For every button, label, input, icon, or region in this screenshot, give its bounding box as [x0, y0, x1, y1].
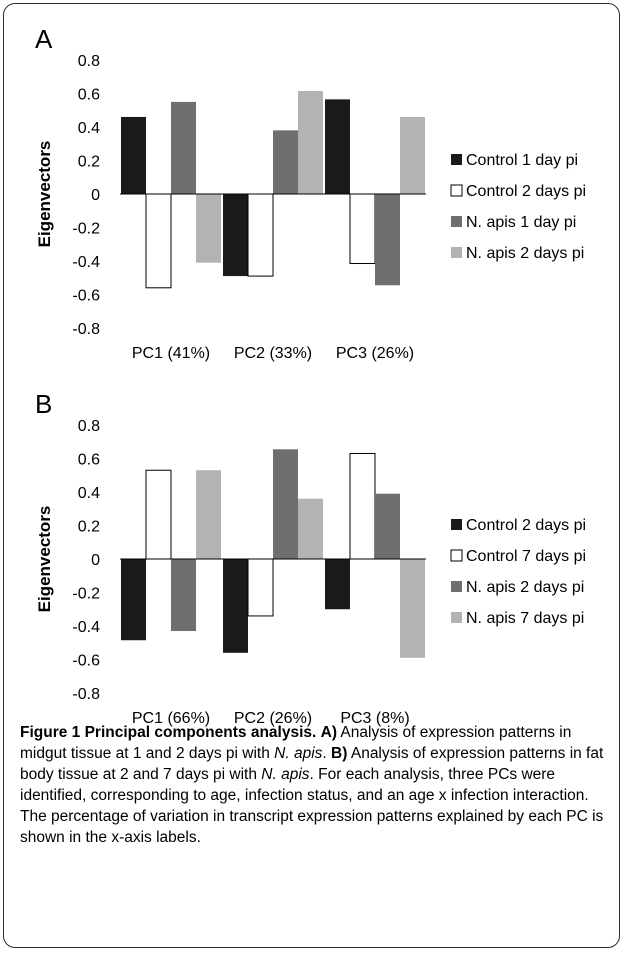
bar [247, 558, 274, 617]
legend-swatch [450, 549, 463, 562]
y-tick-label: -0.8 [72, 686, 100, 703]
y-tick-label: -0.2 [72, 586, 100, 603]
caption-a-label: A) [320, 724, 337, 741]
legend-label: Control 2 days pi [466, 183, 586, 200]
bar [273, 449, 298, 559]
x-category-label: PC2 (26%) [234, 710, 312, 727]
y-tick-label: 0.6 [78, 87, 100, 104]
panel-label-b: B [35, 389, 52, 419]
legend-label: N. apis 7 days pi [466, 610, 584, 627]
x-category-label: PC1 (66%) [132, 710, 210, 727]
bar [349, 452, 376, 560]
y-tick-label: -0.8 [72, 321, 100, 338]
x-category-label: PC3 (26%) [336, 345, 414, 362]
y-tick-label: 0.4 [78, 120, 100, 137]
y-axis-title: Eigenvectors [35, 506, 54, 613]
bar [145, 469, 172, 560]
caption-b-species: N. apis [261, 766, 310, 783]
bar [298, 498, 323, 559]
bar [247, 193, 274, 277]
bar [121, 559, 146, 641]
figure-caption: Figure 1 Principal components analysis. … [20, 722, 605, 848]
legend-label: Control 1 day pi [466, 152, 578, 169]
x-category-label: PC2 (33%) [234, 345, 312, 362]
y-tick-label: 0.2 [78, 154, 100, 171]
bar [325, 559, 350, 610]
bar [375, 194, 400, 286]
chart-panel-b: B 0.8 0.6 0.4 0.2 0 -0.2 -0.4 -0.6 -0.8 Eigenvecto… [0, 375, 625, 727]
caption-a-text: Analysis of expression patterns in midgu… [20, 724, 572, 762]
caption-a-species: N. apis [274, 745, 323, 762]
bar [223, 559, 248, 653]
panel-label-a: A [35, 24, 53, 54]
bar [298, 90, 323, 194]
y-tick-label: -0.6 [72, 653, 100, 670]
y-tick-label: 0.8 [78, 53, 100, 70]
bar [375, 493, 400, 559]
legend-label: N. apis 1 day pi [466, 214, 576, 231]
legend-swatch [451, 581, 462, 592]
bar [196, 470, 221, 559]
legend-swatch [450, 184, 463, 197]
bar [400, 116, 425, 194]
bar [273, 130, 298, 194]
legend-swatch [451, 154, 462, 165]
bar [171, 559, 196, 632]
y-tick-label: 0.6 [78, 452, 100, 469]
y-tick-label: 0.4 [78, 485, 100, 502]
y-tick-label: -0.4 [72, 619, 100, 636]
legend-swatch [451, 612, 462, 623]
y-tick-label: -0.6 [72, 288, 100, 305]
caption-b-text: Analysis of expression patterns in fat b… [20, 745, 604, 783]
bar [171, 101, 196, 194]
legend-swatch [451, 216, 462, 227]
y-tick-label: -0.4 [72, 254, 100, 271]
caption-b-label: B) [331, 745, 348, 762]
bar-chart-b: B 0.8 0.6 0.4 0.2 0 -0.2 -0.4 -0.6 -0.8 Eigenvecto… [35, 389, 586, 727]
bar [121, 116, 146, 194]
y-tick-label: 0 [91, 552, 100, 569]
bar [400, 559, 425, 658]
bar [349, 193, 376, 265]
legend-swatch [451, 247, 462, 258]
caption-rest: For each analysis, three PCs were identi… [20, 766, 604, 846]
legend-label: N. apis 2 days pi [466, 245, 584, 262]
legend-label: Control 2 days pi [466, 517, 586, 534]
bar-chart-a: A 0.8 0.6 0.4 0.2 0 -0.2 -0.4 -0.6 -0.8 Eigenvecto… [35, 24, 586, 362]
caption-a-end: . [322, 745, 327, 762]
y-tick-label: 0.2 [78, 519, 100, 536]
x-category-label: PC1 (41%) [132, 345, 210, 362]
caption-b-end: . [309, 766, 314, 783]
legend-swatch [451, 519, 462, 530]
caption-figure-label: Figure 1 Principal components analysis. [20, 724, 317, 741]
y-tick-label: -0.2 [72, 221, 100, 238]
bar [223, 194, 248, 277]
legend-label: Control 7 days pi [466, 548, 586, 565]
bar [196, 194, 221, 263]
y-tick-label: 0 [91, 187, 100, 204]
x-category-label: PC3 (8%) [340, 710, 409, 727]
bar [325, 99, 350, 194]
chart-panel-a: A 0.8 0.6 0.4 0.2 0 -0.2 -0.4 -0.6 -0.8 Eigenvecto… [0, 10, 625, 362]
y-axis-title: Eigenvectors [35, 141, 54, 248]
legend-label: N. apis 2 days pi [466, 579, 584, 596]
y-tick-label: 0.8 [78, 418, 100, 435]
bar [145, 193, 172, 289]
